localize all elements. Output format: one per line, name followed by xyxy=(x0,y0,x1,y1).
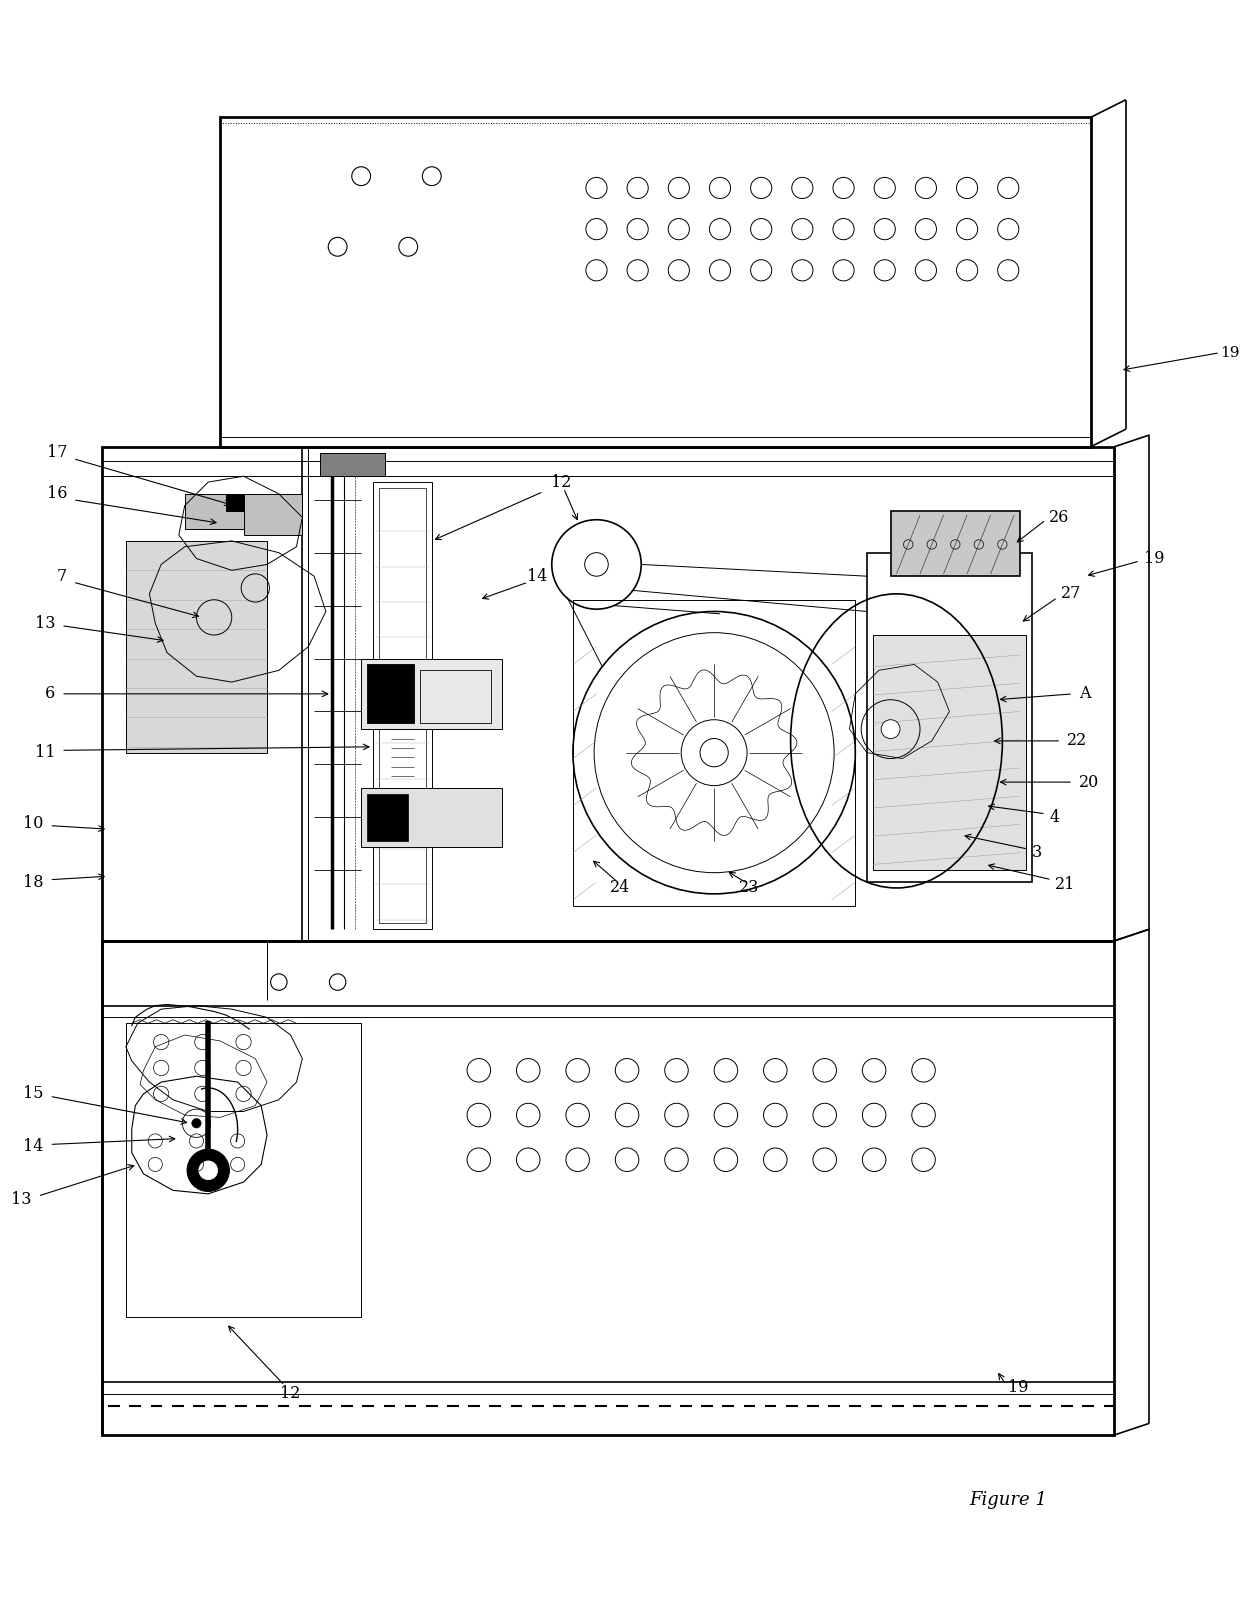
Text: 18: 18 xyxy=(24,873,43,891)
Text: 3: 3 xyxy=(1032,844,1042,862)
Bar xyxy=(185,493,255,529)
Bar xyxy=(361,789,502,847)
Bar xyxy=(890,511,1021,576)
Text: 15: 15 xyxy=(24,1086,43,1102)
Text: 23: 23 xyxy=(739,880,760,896)
Bar xyxy=(103,446,1114,941)
Text: 27: 27 xyxy=(1061,586,1081,602)
Bar xyxy=(103,941,1114,1435)
Text: 12: 12 xyxy=(280,1386,301,1402)
Text: 14: 14 xyxy=(24,1138,43,1156)
Bar xyxy=(379,489,425,923)
Text: A: A xyxy=(1079,685,1090,703)
Bar xyxy=(867,553,1032,881)
Text: 19: 19 xyxy=(1143,550,1164,566)
Text: 12: 12 xyxy=(551,474,572,490)
Circle shape xyxy=(187,1149,229,1191)
Bar xyxy=(573,601,856,906)
Text: 21: 21 xyxy=(1055,876,1075,893)
Bar xyxy=(873,635,1025,870)
Bar xyxy=(367,664,414,724)
Bar xyxy=(373,482,432,928)
Bar xyxy=(320,453,384,476)
Bar xyxy=(219,117,1091,446)
Text: 11: 11 xyxy=(35,745,56,761)
Bar xyxy=(243,493,303,536)
Circle shape xyxy=(198,1160,218,1180)
Text: 7: 7 xyxy=(57,568,67,584)
Text: 6: 6 xyxy=(45,685,56,703)
Text: 22: 22 xyxy=(1068,732,1087,750)
Text: 13: 13 xyxy=(11,1191,32,1208)
Bar xyxy=(361,659,502,729)
Text: 14: 14 xyxy=(527,568,548,584)
Text: 4: 4 xyxy=(1049,808,1059,826)
Bar xyxy=(126,540,267,753)
Text: 19: 19 xyxy=(1008,1380,1029,1396)
Text: 17: 17 xyxy=(47,445,67,461)
Circle shape xyxy=(882,719,900,738)
Text: 26: 26 xyxy=(1049,510,1070,526)
Circle shape xyxy=(192,1118,201,1128)
Text: 19: 19 xyxy=(1220,346,1240,360)
Bar xyxy=(420,670,491,724)
Text: 20: 20 xyxy=(1079,774,1099,790)
Text: Figure 1: Figure 1 xyxy=(970,1492,1048,1509)
Text: 13: 13 xyxy=(35,615,56,631)
Bar xyxy=(367,794,408,841)
Text: 24: 24 xyxy=(610,880,630,896)
Bar xyxy=(126,1022,361,1318)
Text: 16: 16 xyxy=(47,485,67,503)
Text: 10: 10 xyxy=(24,815,43,831)
Bar xyxy=(226,493,243,511)
